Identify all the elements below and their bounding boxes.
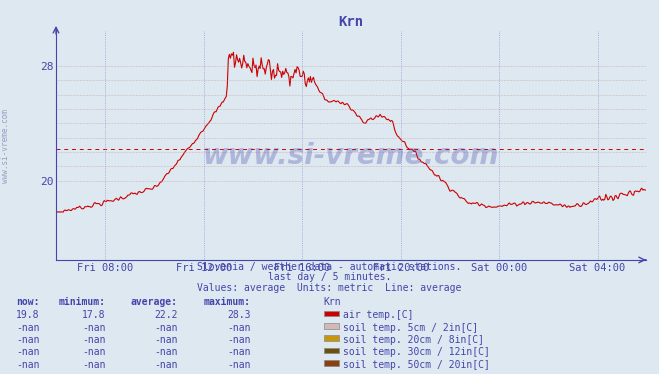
Text: Krn: Krn	[323, 297, 341, 307]
Text: Values: average  Units: metric  Line: average: Values: average Units: metric Line: aver…	[197, 283, 462, 293]
Text: last day / 5 minutes.: last day / 5 minutes.	[268, 272, 391, 282]
Title: Krn: Krn	[338, 15, 364, 29]
Text: air temp.[C]: air temp.[C]	[343, 310, 413, 321]
Text: now:: now:	[16, 297, 40, 307]
Text: minimum:: minimum:	[59, 297, 105, 307]
Text: -nan: -nan	[16, 347, 40, 358]
Text: -nan: -nan	[227, 360, 250, 370]
Text: www.si-vreme.com: www.si-vreme.com	[203, 142, 499, 171]
Text: www.si-vreme.com: www.si-vreme.com	[1, 109, 10, 183]
Text: 28.3: 28.3	[227, 310, 250, 321]
Text: -nan: -nan	[227, 323, 250, 333]
Text: average:: average:	[131, 297, 178, 307]
Text: soil temp. 20cm / 8in[C]: soil temp. 20cm / 8in[C]	[343, 335, 484, 345]
Text: -nan: -nan	[16, 323, 40, 333]
Text: -nan: -nan	[227, 347, 250, 358]
Text: -nan: -nan	[82, 335, 105, 345]
Text: maximum:: maximum:	[204, 297, 250, 307]
Text: 17.8: 17.8	[82, 310, 105, 321]
Text: Slovenia / weather data - automatic stations.: Slovenia / weather data - automatic stat…	[197, 262, 462, 272]
Text: -nan: -nan	[154, 323, 178, 333]
Text: soil temp. 50cm / 20in[C]: soil temp. 50cm / 20in[C]	[343, 360, 490, 370]
Text: 22.2: 22.2	[154, 310, 178, 321]
Text: -nan: -nan	[82, 360, 105, 370]
Text: -nan: -nan	[16, 335, 40, 345]
Text: -nan: -nan	[154, 335, 178, 345]
Text: -nan: -nan	[154, 360, 178, 370]
Text: -nan: -nan	[227, 335, 250, 345]
Text: -nan: -nan	[82, 323, 105, 333]
Text: soil temp. 5cm / 2in[C]: soil temp. 5cm / 2in[C]	[343, 323, 478, 333]
Text: 19.8: 19.8	[16, 310, 40, 321]
Text: -nan: -nan	[154, 347, 178, 358]
Text: soil temp. 30cm / 12in[C]: soil temp. 30cm / 12in[C]	[343, 347, 490, 358]
Text: -nan: -nan	[16, 360, 40, 370]
Text: -nan: -nan	[82, 347, 105, 358]
